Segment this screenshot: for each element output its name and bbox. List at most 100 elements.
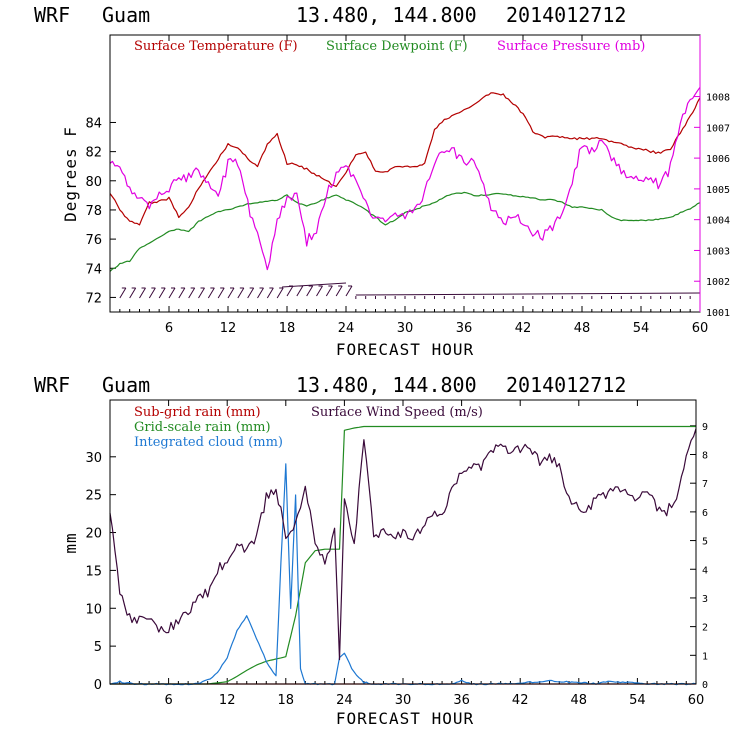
wind-barb-icon <box>247 287 255 299</box>
chart2-x-tick-label: 12 <box>219 693 236 708</box>
chart2-x-tick-label: 42 <box>512 693 529 708</box>
chart2-y-tick-label: 5 <box>94 640 102 655</box>
wind-barb-icon <box>345 285 353 297</box>
wind-barb-icon <box>266 287 274 299</box>
chart2-legend-gridscale-rain: Grid-scale rain (mm) <box>134 420 271 435</box>
chart2-series <box>109 425 697 686</box>
wind-barb-icon <box>227 287 235 299</box>
chart1-y-tick-label: 78 <box>85 204 102 219</box>
chart2-y-tick-label: 0 <box>94 678 102 693</box>
chart1-x-tick-label: 24 <box>338 321 355 336</box>
wind-barb-icon <box>325 285 333 297</box>
chart2-y2-tick-label: 1 <box>702 651 708 662</box>
chart2-y2-tick-label: 2 <box>702 623 708 634</box>
chart2-series-integrated-cloud-mm <box>109 463 697 686</box>
chart2-legend-subgrid-rain: Sub-grid rain (mm) <box>134 405 261 420</box>
chart1-series-surface-dewpoint-f <box>109 191 701 272</box>
chart2-y-tick-label: 10 <box>85 602 102 617</box>
wind-barb-icon <box>178 287 186 299</box>
chart2-x-tick-label: 30 <box>395 693 412 708</box>
chart2-x-tick-label: 36 <box>453 693 470 708</box>
wind-barb-icon <box>207 287 215 299</box>
chart1-x-tick-label: 30 <box>397 321 414 336</box>
chart1-series-surface-pressure-mb <box>109 86 701 271</box>
chart1-y2-tick-label: 1001 <box>706 308 730 319</box>
wind-barb-icon <box>158 287 166 299</box>
chart1-site-label: Guam <box>102 3 150 27</box>
chart2-site-label: Guam <box>102 373 150 397</box>
wind-barb-icon <box>237 287 245 299</box>
chart1-init-label: 2014012712 <box>506 3 626 27</box>
chart2-y-tick-label: 15 <box>85 564 102 579</box>
wind-barb-icon <box>139 287 146 299</box>
chart2-y-tick-label: 20 <box>85 527 102 542</box>
chart2-x-tick-label: 24 <box>336 693 353 708</box>
chart2-coords-label: 13.480, 144.800 <box>296 373 477 397</box>
chart1-y-tick-label: 76 <box>85 233 102 248</box>
chart1-legend-pressure: Surface Pressure (mb) <box>497 39 645 54</box>
chart2-y2-tick-label: 0 <box>702 680 708 691</box>
chart1-y-tick-label: 72 <box>85 291 102 306</box>
chart1-wind-barbs <box>119 282 701 299</box>
chart2-y2-tick-label: 8 <box>702 451 708 462</box>
chart1-y2-tick-label: 1008 <box>706 93 730 104</box>
wind-barb-icon <box>335 285 343 297</box>
wind-barb-baseline <box>282 282 347 288</box>
chart1-y2-tick-label: 1006 <box>706 154 730 165</box>
chart1-model-label: WRF <box>34 3 70 27</box>
chart2-model-label: WRF <box>34 373 70 397</box>
chart2-x-axis-label: FORECAST HOUR <box>336 709 474 728</box>
chart2-y2-tick-label: 5 <box>702 537 708 548</box>
chart1-x-tick-label: 18 <box>279 321 296 336</box>
chart1-y-tick-label: 82 <box>85 146 102 161</box>
wind-barb-icon <box>198 287 205 299</box>
chart1-series-surface-temperature-f <box>109 92 701 226</box>
chart2-y2-tick-label: 4 <box>702 565 708 576</box>
wind-barb-icon <box>129 287 137 299</box>
chart1-x-tick-label: 48 <box>574 321 591 336</box>
chart2-y2-tick-label: 3 <box>702 594 708 605</box>
chart1-series <box>109 86 701 272</box>
wind-barb-icon <box>119 287 127 299</box>
chart2-legend-integrated-cloud: Integrated cloud (mm) <box>134 435 283 450</box>
wind-barb-icon <box>296 285 304 297</box>
chart1-x-axis-label: FORECAST HOUR <box>336 340 474 359</box>
chart1-y2-tick-label: 1004 <box>706 216 730 227</box>
chart1-legend-temperature: Surface Temperature (F) <box>134 39 298 54</box>
chart2-x-tick-label: 18 <box>278 693 295 708</box>
chart1-x-tick-label: 60 <box>692 321 709 336</box>
wind-barb-icon <box>188 287 196 299</box>
chart1-x-tick-label: 6 <box>165 321 173 336</box>
wind-barb-icon <box>316 285 323 297</box>
chart1-x-tick-label: 42 <box>515 321 532 336</box>
chart2-x-tick-label: 60 <box>688 693 705 708</box>
chart1-y-tick-label: 84 <box>85 116 102 131</box>
chart2-x-tick-label: 54 <box>629 693 646 708</box>
chart2-y2-tick-label: 6 <box>702 508 708 519</box>
chart1-x-tick-label: 12 <box>220 321 237 336</box>
chart2-x-tick-label: 48 <box>571 693 588 708</box>
chart1-axes: 6 12 18 24 30 36 42 48 54 60 72 74 76 78 80 82 84 1001 100… <box>85 35 730 336</box>
chart2-frame <box>109 399 697 685</box>
chart2-series-surface-wind-speed-m-s <box>109 428 697 661</box>
wind-barb-icon <box>148 287 156 299</box>
wind-barb-icon <box>257 287 264 299</box>
chart1-x-tick-label: 36 <box>456 321 473 336</box>
chart2-y-tick-label: 30 <box>85 451 102 466</box>
chart2-init-label: 2014012712 <box>506 373 626 397</box>
chart1-y2-tick-label: 1007 <box>706 123 730 134</box>
wind-barb-icon <box>168 287 176 299</box>
chart1-y2-tick-label: 1002 <box>706 277 730 288</box>
chart2-x-tick-label: 6 <box>164 693 172 708</box>
chart1-coords-label: 13.480, 144.800 <box>296 3 477 27</box>
wind-barb-icon <box>286 285 294 297</box>
chart1-y2-tick-label: 1005 <box>706 185 730 196</box>
wind-barb-baseline <box>355 292 701 296</box>
chart2-series-grid-scale-rain-mm <box>110 425 696 685</box>
chart1-frame <box>109 34 701 313</box>
chart1-y2-tick-label: 1003 <box>706 246 730 257</box>
chart1-y-axis-label: Degrees F <box>61 126 80 222</box>
chart2-y-axis-label: mm <box>61 532 80 553</box>
wind-barb-icon <box>306 285 314 297</box>
